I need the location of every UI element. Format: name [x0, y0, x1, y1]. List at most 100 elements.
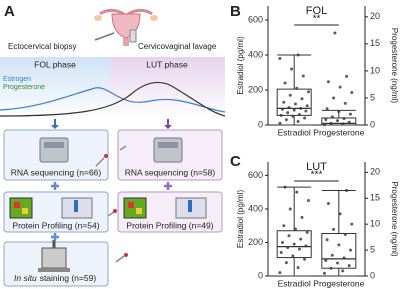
data-point [283, 185, 287, 189]
data-point [282, 224, 286, 228]
data-point [325, 238, 329, 242]
data-point [306, 90, 310, 94]
data-point [304, 109, 308, 113]
biopsy-label: Ectocervical biopsy [8, 42, 76, 51]
y2-tick-label: 10 [370, 219, 380, 229]
y2-tick-label: 15 [370, 38, 380, 48]
data-point [326, 80, 330, 84]
data-point [300, 215, 304, 219]
data-point [329, 121, 333, 125]
x-tick-label: Estradiol [278, 127, 311, 137]
y-axis-label: Estradiol (pg/ml) [236, 190, 245, 249]
data-point [295, 86, 299, 90]
data-point [341, 122, 345, 126]
data-point [349, 248, 353, 252]
data-point [295, 190, 299, 194]
data-point [330, 253, 334, 257]
estrogen-curve [0, 87, 226, 113]
data-point [287, 234, 291, 238]
instrument-icons [9, 137, 207, 272]
panel-label: C [230, 153, 241, 170]
uterus-icon [94, 8, 158, 46]
data-point [283, 81, 287, 85]
in-situ-label: In situ staining (n=59) [14, 273, 96, 283]
lavage-label: Cervicovaginal lavage [138, 42, 217, 51]
data-point [278, 121, 282, 125]
y-tick-label: 600 [248, 14, 263, 24]
y-tick-label: 200 [248, 84, 263, 94]
legend-estrogen: Estrogen [3, 76, 31, 83]
legend-progesterone: Progesterone [3, 84, 45, 91]
data-point [332, 227, 336, 231]
data-point [296, 266, 300, 270]
data-point [343, 233, 347, 237]
protein-fol: Protein Profiling (n=54) [12, 220, 99, 230]
data-point [278, 57, 282, 60]
data-point [292, 242, 296, 246]
y2-tick-label: 5 [370, 92, 375, 102]
data-point [296, 120, 300, 123]
data-point [332, 96, 336, 100]
panel-label: A [4, 3, 15, 20]
data-point [297, 113, 301, 116]
data-point [284, 261, 288, 265]
data-point [301, 74, 305, 78]
y-axis-label: Estradiol (pg/ml) [236, 36, 245, 95]
data-point [325, 107, 329, 111]
data-point [299, 106, 303, 110]
significance: ** [313, 14, 321, 25]
rna-fol: RNA sequencing (n=66) [11, 167, 102, 177]
data-point [282, 100, 286, 104]
staining: staining (n=59) [40, 273, 97, 283]
y-tick-label: 0 [258, 270, 263, 280]
data-point [279, 113, 283, 117]
data-point [337, 243, 341, 247]
fol-phase: FOL phase [34, 59, 76, 69]
panel-label: B [230, 3, 241, 20]
data-point [280, 240, 284, 244]
data-point [299, 237, 303, 241]
data-point [347, 120, 351, 124]
biopsy-icon [94, 32, 115, 41]
data-point [336, 261, 340, 265]
data-point [303, 257, 307, 261]
data-point [341, 269, 345, 273]
data-point [288, 93, 292, 97]
data-point [324, 118, 328, 122]
y2-tick-label: 20 [370, 11, 380, 21]
data-point [333, 31, 337, 35]
y2-tick-label: 0 [370, 119, 375, 129]
x-tick-label: Progesterone [313, 278, 364, 288]
data-point [280, 107, 284, 111]
data-point [278, 271, 282, 275]
data-point [343, 101, 347, 105]
data-point [291, 114, 295, 118]
protein-lut: Protein Profiling (n=49) [126, 220, 213, 230]
y-tick-label: 400 [248, 203, 263, 213]
box [321, 117, 357, 126]
data-point [345, 74, 349, 78]
data-point [330, 115, 334, 119]
data-point [279, 251, 283, 255]
y2-axis-label: Progesterone (ng/ml) [390, 181, 399, 256]
data-point [350, 222, 354, 226]
y2-tick-label: 5 [370, 244, 375, 254]
data-point [284, 118, 288, 122]
data-point [337, 109, 341, 113]
data-point [306, 199, 310, 203]
y-tick-label: 200 [248, 237, 263, 247]
plus-signs [51, 182, 172, 241]
box [321, 233, 357, 269]
chart-title: FOL [306, 5, 327, 17]
y-tick-label: 0 [258, 119, 263, 129]
y2-tick-label: 0 [370, 270, 375, 280]
data-point [287, 106, 291, 109]
data-point [288, 207, 292, 211]
y2-axis-label: Progesterone (ng/ml) [390, 28, 399, 103]
rna-lut: RNA sequencing (n=58) [125, 167, 216, 177]
data-point [347, 264, 351, 268]
data-point [290, 67, 294, 71]
data-point [293, 102, 297, 106]
data-point [303, 116, 307, 120]
